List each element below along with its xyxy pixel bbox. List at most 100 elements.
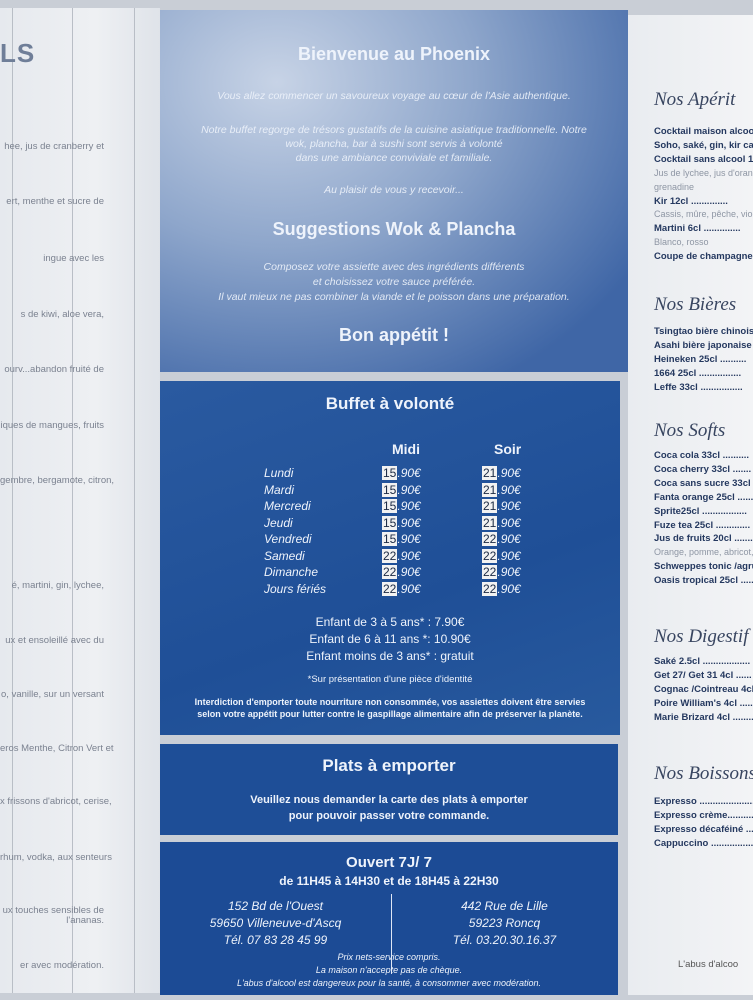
menu-item: Asahi bière japonaise xyxy=(654,339,752,351)
price-integer: 22 xyxy=(382,581,398,596)
opening-hours: de 11H45 à 14H30 et de 18H45 à 22H30 xyxy=(279,874,499,888)
price-integer: 21 xyxy=(482,466,498,480)
left-menu-text: hee, jus de cranberry et xyxy=(4,141,104,152)
price-decimal: .90€ xyxy=(497,499,521,513)
address-line: 59650 Villeneuve-d'Ascq xyxy=(209,916,342,930)
price-decimal: .90€ xyxy=(497,466,521,480)
buffet-title: Buffet à volonté xyxy=(325,394,455,413)
footer-note: Prix nets-service compris. xyxy=(337,952,441,962)
price-integer: 21 xyxy=(482,499,498,513)
menu-item: Saké 2.5cl .................. xyxy=(654,656,751,667)
price-decimal: .90€ xyxy=(397,499,421,513)
buffet-day: Vendredi xyxy=(264,532,312,546)
menu-item: Soho, saké, gin, kir cassis xyxy=(654,139,753,151)
price-decimal: .90€ xyxy=(497,482,521,497)
left-menu-text: ingue avec les xyxy=(43,253,104,264)
address-roncq: 442 Rue de Lille 59223 Roncq Tél. 03.20.30… xyxy=(391,898,618,949)
menu-item: Tsingtao bière chinoise xyxy=(654,326,753,337)
welcome-text: Au plaisir de vous y recevoir... xyxy=(324,184,464,196)
price-decimal: .90€ xyxy=(497,565,521,579)
price-midi: 15.90€ xyxy=(382,482,421,497)
left-menu-text: é, martini, gin, lychee, xyxy=(11,580,104,591)
child-price: Enfant moins de 3 ans* : gratuit xyxy=(306,649,474,663)
welcome-text: dans une ambiance conviviale et familial… xyxy=(295,152,493,164)
price-soir: 22.90€ xyxy=(482,565,521,579)
left-menu-text: gembre, bergamote, citron, xyxy=(0,475,115,486)
price-decimal: .90€ xyxy=(497,548,521,563)
phone: Tél. 07 83 28 45 99 xyxy=(223,933,328,947)
left-menu-text: ourv...abandon fruité de xyxy=(4,364,104,375)
price-midi: 22.90€ xyxy=(382,548,421,563)
col-midi: Midi xyxy=(392,441,420,457)
left-menu-text: o, vanille, sur un versant xyxy=(1,689,104,700)
price-soir: 22.90€ xyxy=(482,532,521,546)
item-description: Cassis, mûre, pêche, viola xyxy=(654,209,753,220)
price-decimal: .90€ xyxy=(397,548,421,563)
address-line: 59223 Roncq xyxy=(468,916,541,930)
left-menu-text: ux touches sensibles de xyxy=(2,905,104,916)
price-soir: 22.90€ xyxy=(482,548,521,563)
address-line: 442 Rue de Lille xyxy=(461,899,548,913)
menu-item: Coca cola 33cl .......... xyxy=(654,450,750,461)
price-midi: 15.90€ xyxy=(382,499,421,513)
left-menu-text: eros Menthe, Citron Vert et xyxy=(0,743,114,754)
price-decimal: .90€ xyxy=(497,515,521,530)
item-description: Jus de lychee, jus d'orang xyxy=(654,167,753,178)
phone: Tél. 03.20.30.16.37 xyxy=(452,933,557,947)
price-integer: 15 xyxy=(382,466,398,480)
menu-item: Get 27/ Get 31 4cl ...... xyxy=(654,669,752,681)
buffet-day: Dimanche xyxy=(264,565,319,579)
alcohol-warning: L'abus d'alcoo xyxy=(678,959,739,970)
price-decimal: .90€ xyxy=(397,482,421,497)
price-soir: 21.90€ xyxy=(482,466,521,480)
section-title-boissons: Nos Boissons xyxy=(654,763,753,784)
menu-item: Kir 12cl .............. xyxy=(654,195,728,207)
menu-item: Schweppes tonic /agrun xyxy=(654,561,753,573)
menu-item: Poire William's 4cl ......... xyxy=(654,697,753,709)
price-integer: 15 xyxy=(382,499,398,513)
footer-note: La maison n'accepte pas de chèque. xyxy=(315,965,463,975)
menu-item: Expresso crème.............. xyxy=(654,809,753,821)
takeaway-text: Veuillez nous demander la carte des plat… xyxy=(250,794,528,806)
menu-item: Fuze tea 25cl ............. xyxy=(654,519,751,531)
menu-item: Cappuccino .................... xyxy=(654,837,753,849)
item-description: Orange, pomme, abricot, a xyxy=(654,547,753,558)
price-integer: 22 xyxy=(382,565,398,579)
buffet-day: Mardi xyxy=(264,482,295,497)
price-midi: 15.90€ xyxy=(382,466,421,480)
menu-item: Leffe 33cl ................ xyxy=(654,381,743,393)
price-decimal: .90€ xyxy=(397,515,421,530)
menu-item: Cocktail maison alcoo xyxy=(654,126,753,137)
suggestions-text: Il vaut mieux ne pas combiner la viande … xyxy=(218,291,570,303)
suggestions-text: Composez votre assiette avec des ingrédi… xyxy=(263,261,525,273)
price-soir: 21.90€ xyxy=(482,515,521,530)
menu-item: Sprite25cl ................. xyxy=(654,505,747,517)
price-integer: 22 xyxy=(382,548,398,563)
buffet-panel: Buffet à volonté Midi Soir Enfant de 3 à… xyxy=(160,381,620,735)
footer-note: L'abus d'alcool est dangereux pour la sa… xyxy=(236,978,542,988)
takeaway-panel: Plats à emporter Veuillez nous demander … xyxy=(160,744,618,835)
menu-item: Jus de fruits 20cl ....... xyxy=(654,533,753,545)
item-description: Blanco, rosso xyxy=(654,237,709,248)
price-integer: 15 xyxy=(382,515,398,530)
price-midi: 22.90€ xyxy=(382,581,421,596)
menu-item: Fanta orange 25cl ...... xyxy=(654,491,753,503)
left-menu-text: er avec modération. xyxy=(20,960,104,971)
left-menu-text: x frissons d'abricot, cerise, xyxy=(0,796,112,807)
left-menu-text: iques de mangues, fruits xyxy=(0,420,104,431)
menu-item: Coupe de champagne xyxy=(654,251,753,263)
welcome-text: Notre buffet regorge de trésors gustatif… xyxy=(201,124,587,136)
menu-item: Cocktail sans alcool 1 xyxy=(654,153,753,165)
drinks-menu-panel: Nos Apérit Cocktail maison alcoo Soho, sak… xyxy=(628,15,753,995)
menu-item: Coca sans sucre 33cl .. xyxy=(654,477,753,489)
price-integer: 15 xyxy=(382,532,398,546)
price-decimal: .90€ xyxy=(397,565,421,579)
price-integer: 22 xyxy=(482,548,498,563)
open-days: Ouvert 7J/ 7 xyxy=(346,854,432,871)
left-menu-text: rhum, vodka, aux senteurs xyxy=(0,852,112,863)
price-soir: 21.90€ xyxy=(482,482,521,497)
divider xyxy=(391,894,392,974)
welcome-text: wok, plancha, bar à sushi sont servis à … xyxy=(285,138,503,150)
left-heading: LS xyxy=(0,38,36,68)
price-integer: 22 xyxy=(482,532,498,546)
